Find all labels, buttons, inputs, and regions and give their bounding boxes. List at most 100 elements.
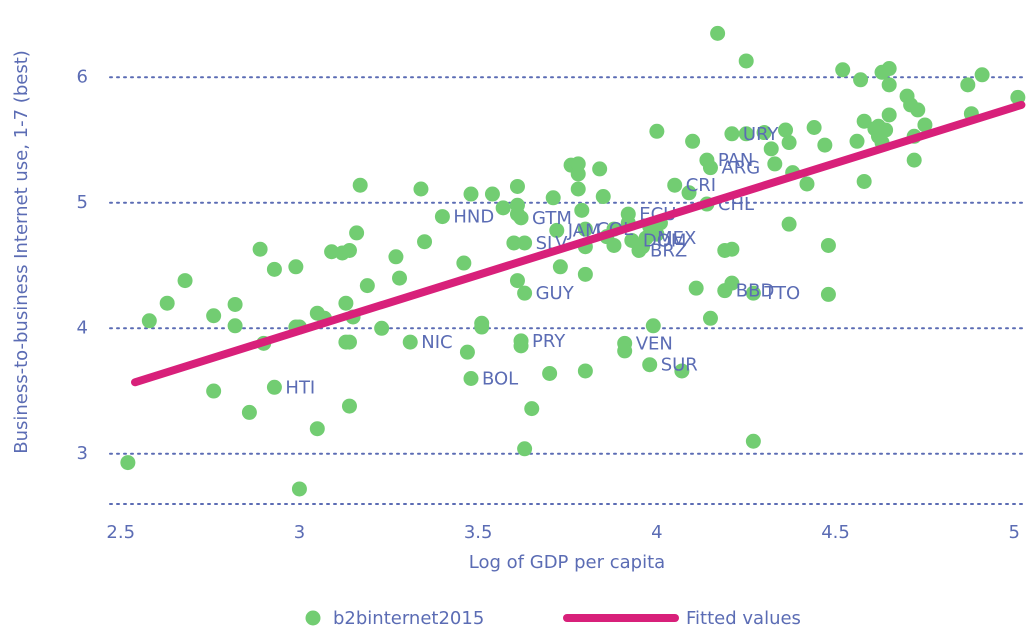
point — [413, 181, 429, 197]
point — [688, 280, 704, 296]
point — [667, 177, 683, 193]
point — [592, 161, 608, 177]
point — [309, 421, 325, 437]
point-label: PAN — [718, 150, 753, 171]
point — [434, 209, 450, 225]
point — [484, 186, 500, 202]
point — [649, 226, 665, 242]
x-tick-label: 5 — [1009, 522, 1020, 543]
point — [674, 363, 690, 379]
point-label: BBD — [736, 281, 775, 302]
point — [685, 133, 701, 149]
point-label: PRY — [532, 331, 566, 352]
point — [341, 242, 357, 258]
point — [266, 379, 282, 395]
x-tick-label: 4.5 — [821, 522, 850, 543]
point — [738, 53, 754, 69]
point-label: DOM — [643, 230, 687, 251]
legend-label: b2binternet2015 — [333, 608, 484, 629]
point-label: GUY — [536, 283, 575, 304]
point — [574, 202, 590, 218]
point-label: TTO — [763, 283, 800, 304]
x-tick-label: 3.5 — [464, 522, 493, 543]
point — [745, 285, 761, 301]
point — [881, 61, 897, 77]
point — [517, 285, 533, 301]
point — [960, 77, 976, 93]
point — [463, 371, 479, 386]
point — [120, 455, 136, 471]
point — [577, 221, 593, 237]
y-tick-label: 4 — [77, 317, 88, 338]
point — [917, 117, 933, 133]
point — [835, 62, 851, 78]
point — [542, 365, 558, 381]
y-tick-label: 5 — [77, 192, 88, 213]
point — [577, 363, 593, 379]
x-axis-label: Log of GDP per capita — [469, 552, 665, 573]
point-label: SUR — [661, 355, 698, 376]
point — [881, 77, 897, 93]
point — [778, 122, 794, 138]
point — [495, 200, 511, 216]
point — [570, 166, 586, 182]
point — [159, 295, 175, 311]
point — [141, 313, 157, 329]
point — [524, 401, 540, 417]
point — [402, 334, 418, 350]
point — [474, 319, 490, 335]
point-label: NIC — [421, 332, 452, 353]
y-tick-label: 3 — [77, 443, 88, 464]
point — [338, 295, 354, 311]
point — [509, 178, 525, 194]
point — [649, 123, 665, 139]
point — [352, 177, 368, 193]
point — [288, 259, 304, 275]
point — [724, 126, 740, 142]
point — [206, 308, 222, 324]
point-label: ARG — [721, 158, 760, 179]
point — [724, 241, 740, 257]
point — [910, 102, 926, 118]
point — [349, 225, 365, 241]
point — [577, 266, 593, 282]
point — [227, 296, 243, 312]
point — [820, 237, 836, 253]
point — [745, 433, 761, 449]
point — [595, 189, 611, 205]
point — [756, 125, 772, 141]
point — [702, 160, 718, 176]
point — [509, 197, 525, 213]
x-tick-label: 3 — [294, 522, 305, 543]
point — [849, 133, 865, 149]
point — [291, 481, 307, 497]
point — [463, 186, 479, 202]
point — [549, 222, 565, 238]
point — [552, 259, 568, 275]
point — [702, 310, 718, 326]
point — [645, 318, 661, 334]
point — [509, 273, 525, 289]
point — [606, 237, 622, 253]
point — [206, 383, 222, 399]
point-label: GTM — [532, 208, 572, 229]
point — [545, 190, 561, 206]
point — [359, 278, 375, 294]
point-label: HTI — [285, 377, 315, 398]
point — [974, 67, 990, 83]
point — [781, 216, 797, 232]
scatter-points: HTINICHNDBOLGTMPRYSLVGUYJAMCOLVENECUDOMB… — [120, 25, 1026, 497]
point-label: VEN — [636, 333, 673, 354]
point — [417, 234, 433, 250]
point-label: URY — [743, 124, 780, 145]
point — [724, 275, 740, 291]
point — [388, 249, 404, 265]
point-label: HND — [453, 207, 494, 228]
legend-label: Fitted values — [686, 608, 801, 629]
point — [806, 120, 822, 135]
fitted-line — [131, 100, 1026, 387]
point — [767, 156, 783, 172]
point — [763, 141, 779, 157]
